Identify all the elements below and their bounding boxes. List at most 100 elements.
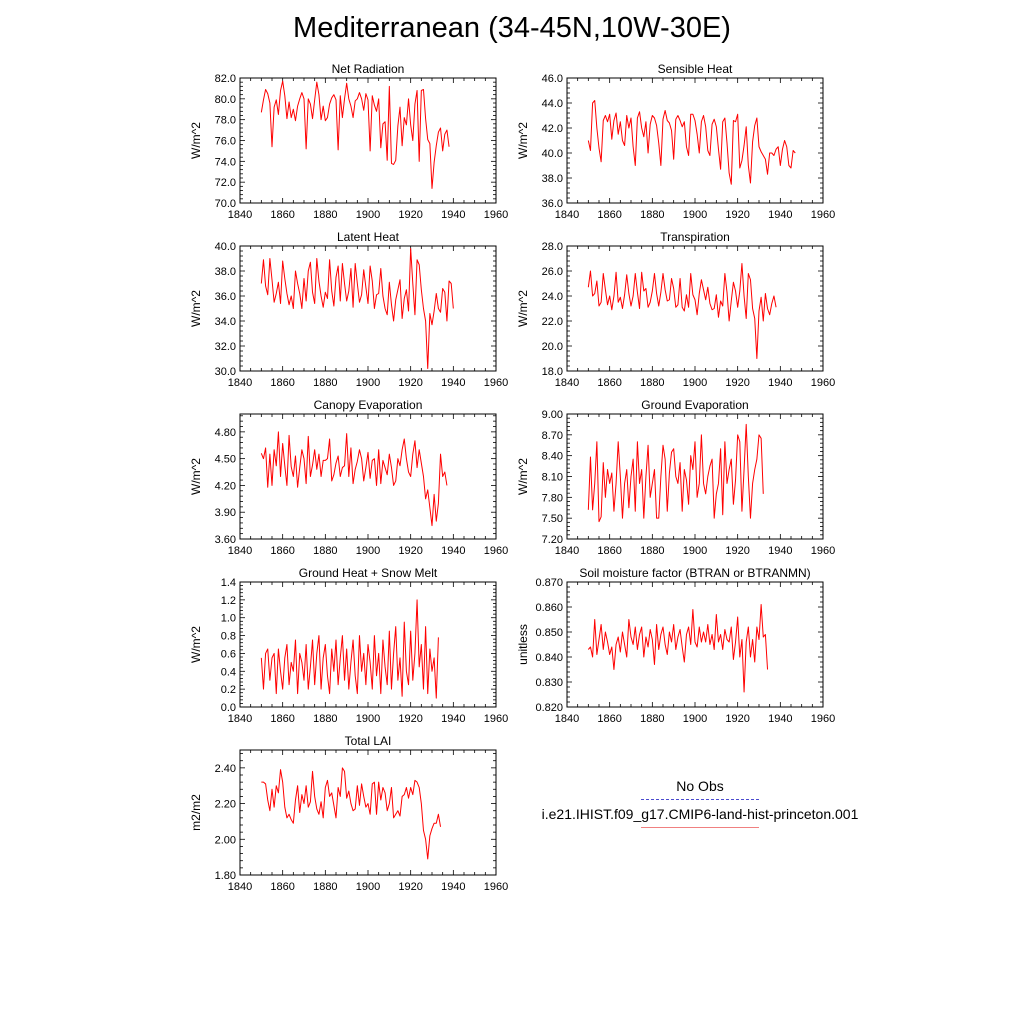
x-tick-label: 1920 [398,209,422,221]
y-tick-label: 40.0 [542,148,563,160]
x-tick-label: 1840 [555,713,579,725]
x-tick-label: 1840 [228,377,252,389]
y-tick-label: 30.0 [215,366,236,378]
x-tick-label: 1960 [484,545,508,557]
plot-frame [566,581,824,708]
x-tick-label: 1920 [725,713,749,725]
x-tick-label: 1860 [597,545,621,557]
y-tick-label: 82.0 [215,73,236,85]
x-tick-label: 1860 [597,377,621,389]
y-tick-label: 34.0 [215,316,236,328]
x-tick-label: 1920 [725,545,749,557]
x-tick-label: 1960 [484,377,508,389]
legend-model-label: i.e21.IHIST.f09_g17.CMIP6-land-hist-prin… [541,806,859,822]
x-tick-label: 1860 [270,377,294,389]
plot-frame [566,413,824,540]
x-tick-label: 1900 [356,713,380,725]
x-tick-label: 1940 [441,545,465,557]
x-tick-label: 1860 [270,713,294,725]
x-tick-label: 1880 [640,545,664,557]
plot-frame [566,245,824,372]
y-tick-label: 20.0 [542,341,563,353]
x-tick-label: 1960 [484,209,508,221]
y-tick-label: 74.0 [215,156,236,168]
x-tick-label: 1880 [640,713,664,725]
series-line [587,263,777,359]
chart-panel: 1840 1860 1880 1900 1920 1940 1960 18.0 20.0 22.0… [516,230,835,389]
chart-panel: 1840 1860 1880 1900 1920 1940 1960 30.0 32.0 34.0… [189,230,508,389]
y-tick-label: 70.0 [215,198,236,210]
y-tick-label: 0.2 [221,684,236,696]
y-tick-label: 18.0 [542,366,563,378]
chart-title: Sensible Heat [658,62,733,76]
chart-title: Transpiration [660,230,730,244]
y-axis-label: m2/m2 [189,794,203,831]
x-tick-label: 1880 [313,377,337,389]
y-tick-label: 80.0 [215,94,236,106]
x-tick-label: 1940 [768,545,792,557]
chart-panel: 1840 1860 1880 1900 1920 1940 1960 0.820 0.830 0.… [516,566,835,725]
y-tick-label: 4.80 [215,427,236,439]
y-tick-label: 0.0 [221,702,236,714]
x-tick-label: 1860 [597,209,621,221]
x-tick-label: 1940 [768,713,792,725]
x-tick-label: 1920 [398,545,422,557]
chart-panel: 1840 1860 1880 1900 1920 1940 1960 3.60 3.90 4.20… [189,398,508,557]
x-tick-label: 1900 [356,881,380,893]
chart-title: Total LAI [345,734,392,748]
y-tick-label: 28.0 [542,241,563,253]
plot-frame [239,77,497,204]
chart-panel: 1840 1860 1880 1900 1920 1940 1960 1.80 2.00 2.20… [189,734,508,893]
x-tick-label: 1840 [555,545,579,557]
y-tick-label: 26.0 [542,266,563,278]
y-tick-label: 78.0 [215,115,236,127]
x-tick-label: 1920 [725,209,749,221]
chart-title: Net Radiation [332,62,405,76]
y-tick-label: 0.840 [535,652,563,664]
y-axis-label: W/m^2 [189,122,203,159]
x-tick-label: 1860 [270,881,294,893]
chart-title: Canopy Evaporation [314,398,423,412]
x-tick-label: 1940 [441,881,465,893]
y-axis-label: unitless [516,624,530,665]
legend-obs-line [641,799,759,800]
x-tick-label: 1900 [683,209,707,221]
y-tick-label: 3.60 [215,534,236,546]
y-tick-label: 7.80 [542,492,563,504]
x-tick-label: 1940 [441,377,465,389]
x-tick-label: 1960 [484,881,508,893]
y-axis-label: W/m^2 [189,290,203,327]
y-tick-label: 0.870 [535,577,563,589]
x-tick-label: 1940 [768,209,792,221]
y-tick-label: 3.90 [215,507,236,519]
series-line [261,767,442,860]
y-tick-label: 32.0 [215,341,236,353]
y-tick-label: 0.830 [535,677,563,689]
x-tick-label: 1960 [811,545,835,557]
y-tick-label: 7.20 [542,534,563,546]
x-tick-label: 1860 [597,713,621,725]
y-tick-label: 38.0 [215,266,236,278]
x-tick-label: 1840 [555,377,579,389]
y-tick-label: 22.0 [542,316,563,328]
y-tick-label: 0.4 [221,666,236,678]
y-tick-label: 42.0 [542,123,563,135]
chart-title: Ground Heat + Snow Melt [299,566,438,580]
x-tick-label: 1900 [683,545,707,557]
y-tick-label: 44.0 [542,98,563,110]
series-line [587,100,796,185]
plot-frame [239,245,497,372]
x-tick-label: 1920 [398,881,422,893]
x-tick-label: 1840 [228,545,252,557]
y-tick-label: 0.860 [535,602,563,614]
chart-title: Latent Heat [337,230,400,244]
chart-title: Ground Evaporation [641,398,748,412]
y-tick-label: 46.0 [542,73,563,85]
y-tick-label: 9.00 [542,409,563,421]
x-tick-label: 1920 [725,377,749,389]
x-tick-label: 1960 [484,713,508,725]
y-tick-label: 36.0 [215,291,236,303]
y-tick-label: 36.0 [542,198,563,210]
y-tick-label: 38.0 [542,173,563,185]
x-tick-label: 1920 [398,377,422,389]
